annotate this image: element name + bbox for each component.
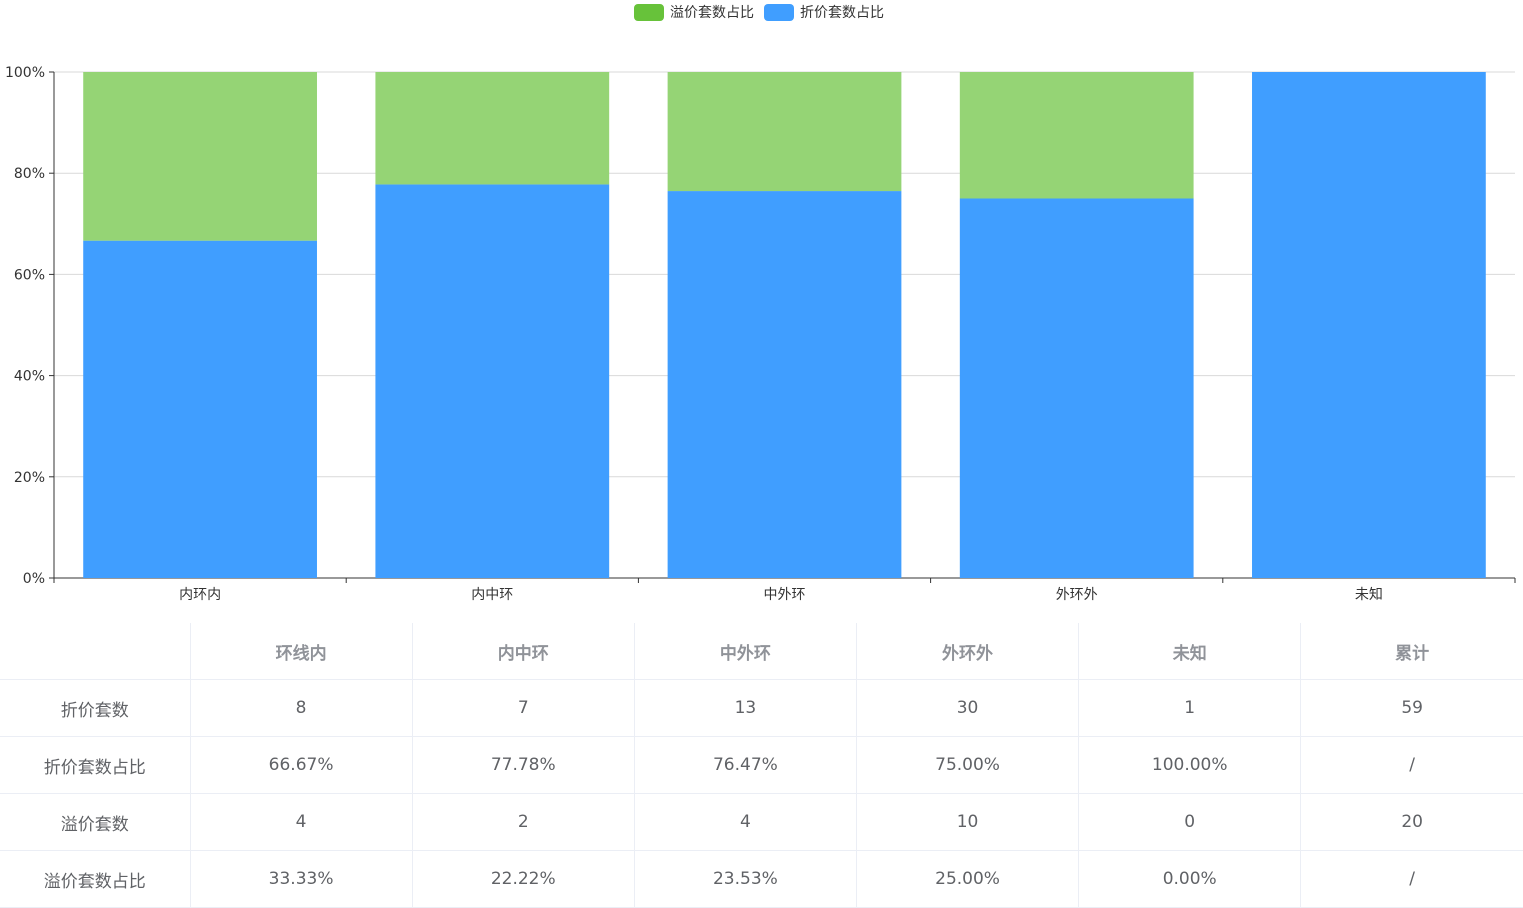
y-tick-label: 0% xyxy=(23,571,45,587)
table-cell: 22.22% xyxy=(412,850,635,908)
table-cell: 10 xyxy=(856,793,1080,851)
table-cell: 4 xyxy=(634,793,857,851)
table-cell: / xyxy=(1300,736,1523,794)
table-cell: 59 xyxy=(1300,679,1523,737)
table-cell: 8 xyxy=(190,679,413,737)
table-header-cell: 环线内 xyxy=(190,623,413,680)
bar-segment xyxy=(83,72,317,241)
legend-label-premium: 溢价套数占比 xyxy=(670,5,754,21)
table-header-cell: 外环外 xyxy=(856,623,1080,680)
y-tick-label: 40% xyxy=(14,369,45,385)
x-tick-label: 内中环 xyxy=(471,587,513,603)
bar-segment xyxy=(83,240,317,579)
table-cell: 25.00% xyxy=(856,850,1080,908)
table-cell: 23.53% xyxy=(634,850,857,908)
table-cell: 1 xyxy=(1078,679,1302,737)
legend-swatch-discount xyxy=(764,3,794,21)
table-cell: 折价套数占比 xyxy=(0,736,191,794)
x-tick-label: 内环内 xyxy=(179,587,221,603)
table-header-cell xyxy=(0,623,191,680)
table-cell: 33.33% xyxy=(190,850,413,908)
table-row: 溢价套数占比 33.33% 22.22% 23.53% 25.00% 0.00%… xyxy=(0,850,1523,908)
legend-item-premium-ratio[interactable]: 溢价套数占比 xyxy=(634,2,754,22)
table-cell: 0.00% xyxy=(1078,850,1302,908)
bar-segment xyxy=(959,72,1194,199)
table-cell: 77.78% xyxy=(412,736,635,794)
y-tick-label: 100% xyxy=(5,65,45,81)
table-cell: 76.47% xyxy=(634,736,857,794)
table-cell: 66.67% xyxy=(190,736,413,794)
table-cell: 75.00% xyxy=(856,736,1080,794)
table-cell: 溢价套数 xyxy=(0,793,191,851)
table-header-cell: 内中环 xyxy=(412,623,635,680)
summary-table: 环线内 内中环 中外环 外环外 未知 累计 折价套数 8 7 13 30 1 5… xyxy=(0,623,1523,908)
y-tick-label: 80% xyxy=(14,166,45,182)
bar-segment xyxy=(375,184,610,578)
bar-segment xyxy=(959,198,1194,578)
table-header-cell: 中外环 xyxy=(634,623,857,680)
y-tick-label: 60% xyxy=(14,267,45,283)
x-tick-label: 外环外 xyxy=(1056,587,1098,603)
table-header-cell: 累计 xyxy=(1395,643,1430,664)
table-cell: / xyxy=(1300,850,1523,908)
table-cell: 溢价套数占比 xyxy=(0,850,191,908)
bar-segment xyxy=(667,191,902,578)
table-cell: 30 xyxy=(856,679,1080,737)
table-cell: 100.00% xyxy=(1078,736,1302,794)
table-cell: 折价套数 xyxy=(0,679,191,737)
table-row: 折价套数 8 7 13 30 1 59 xyxy=(0,679,1523,737)
table-header-cell: 未知 xyxy=(1078,623,1302,680)
x-tick-label: 未知 xyxy=(1355,586,1383,603)
table-cell: 13 xyxy=(634,679,857,737)
stacked-bar-chart: 0% 20% 40% 60% 80% 100% 内环内 内中环 中外环 外环外 未知 xyxy=(5,65,1516,603)
table-cell: 4 xyxy=(190,793,413,851)
chart-legend: 溢价套数占比 折价套数占比 xyxy=(634,2,884,22)
legend-item-discount-ratio[interactable]: 折价套数占比 xyxy=(764,2,884,22)
table-row: 折价套数占比 66.67% 77.78% 76.47% 75.00% 100.0… xyxy=(0,736,1523,794)
table-header-row: 环线内 内中环 中外环 外环外 未知 累计 xyxy=(0,623,1523,680)
table-cell: 7 xyxy=(412,679,635,737)
table-row: 溢价套数 4 2 4 10 0 20 xyxy=(0,793,1523,851)
bar-segment xyxy=(375,72,610,185)
legend-label-discount: 折价套数占比 xyxy=(800,5,884,21)
legend-swatch-premium xyxy=(634,3,664,21)
bar-segment xyxy=(1252,72,1486,578)
x-tick-label: 中外环 xyxy=(764,587,806,603)
table-cell: 20 xyxy=(1300,793,1523,851)
bar-segment xyxy=(667,72,902,192)
table-cell: 2 xyxy=(412,793,635,851)
y-tick-label: 20% xyxy=(14,470,45,486)
table-cell: 0 xyxy=(1078,793,1302,851)
